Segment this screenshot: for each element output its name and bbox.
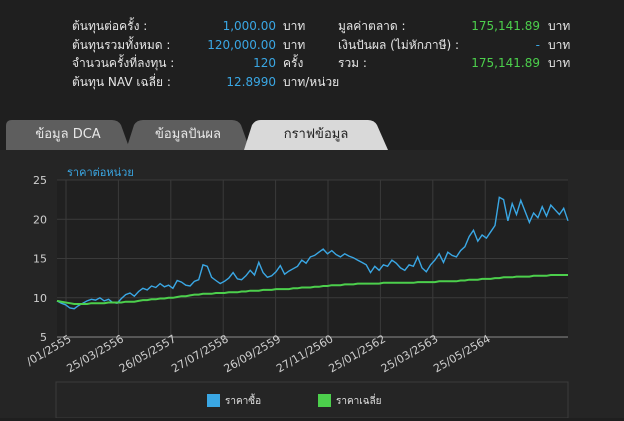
y-tick-label: 5 [40,331,47,344]
cost-per-time-label: ต้นทุนต่อครั้ง : [72,19,148,33]
tab-data-graph-label: กราฟข้อมูล [283,127,349,142]
tab-dividend-info-label: ข้อมูลปันผล [155,127,221,142]
chart-panel: ราคาต่อหน่วย 5 10 15 20 25 /01/2555 25/03/255… [0,150,624,419]
y-tick-label: 10 [33,292,47,305]
tab-dca-info-label: ข้อมูล DCA [35,127,101,142]
cost-per-time-value: 1,000.00 [222,19,276,33]
legend-swatch-buy-price [207,394,220,407]
market-value-value: 175,141.89 [471,19,540,33]
legend-label-avg-price[interactable]: ราคาเฉลี่ย [336,393,382,407]
x-tick-label: 25/03/2556 [64,332,125,375]
market-value-label: มูลค่าตลาด : [338,19,406,33]
dividend-label: เงินปันผล (ไม่หักภาษี) : [338,38,460,52]
avg-nav-label: ต้นทุน NAV เฉลี่ย : [72,75,171,89]
tab-bar: ข้อมูล DCA ข้อมูลปันผล กราฟข้อมูล [0,120,624,150]
tab-data-graph[interactable]: กราฟข้อมูล [244,120,388,150]
market-value-unit: บาท [548,19,571,33]
total-cost-label: ต้นทุนรวมทั้งหมด : [72,38,171,52]
total-label: รวม : [338,56,367,70]
x-tick-label: 25/01/2562 [326,332,387,375]
summary-panel: ต้นทุนต่อครั้ง : 1,000.00 บาท ต้นทุนรวมท… [0,0,624,104]
y-tick-label: 20 [33,213,47,226]
invest-count-value: 120 [253,56,276,70]
avg-nav-unit: บาท/หน่วย [283,75,340,89]
cost-per-time-unit: บาท [283,19,306,33]
x-tick-label: 25/03/2563 [379,332,440,375]
chart-title: ราคาต่อหน่วย [67,166,134,179]
total-cost-value: 120,000.00 [207,38,276,52]
buy-price-series-line [56,196,569,310]
avg-price-series-line [56,274,568,305]
x-tick-label: 27/11/2560 [274,332,335,375]
legend-label-buy-price[interactable]: ราคาซื้อ [225,393,261,407]
total-value: 175,141.89 [471,56,540,70]
legend-box [55,381,569,419]
tab-dividend-info[interactable]: ข้อมูลปันผล [126,120,250,150]
invest-count-unit: ครั้ง [283,56,304,70]
y-tick-label: 25 [33,174,47,187]
tab-dca-info[interactable]: ข้อมูล DCA [6,120,130,150]
y-tick-label: 15 [33,253,47,266]
dividend-value: - [535,38,540,52]
dividend-unit: บาท [548,38,571,52]
invest-count-label: จำนวนครั้งที่ลงทุน : [72,56,175,70]
total-unit: บาท [548,56,571,70]
legend-swatch-avg-price [318,394,331,407]
total-cost-unit: บาท [283,38,306,52]
x-tick-label: 27/07/2558 [169,332,230,375]
avg-nav-value: 12.8990 [226,75,276,89]
x-tick-label: 25/05/2564 [431,332,492,375]
x-tick-label: 26/05/2557 [117,332,178,375]
x-tick-label: 26/09/2559 [222,332,283,375]
